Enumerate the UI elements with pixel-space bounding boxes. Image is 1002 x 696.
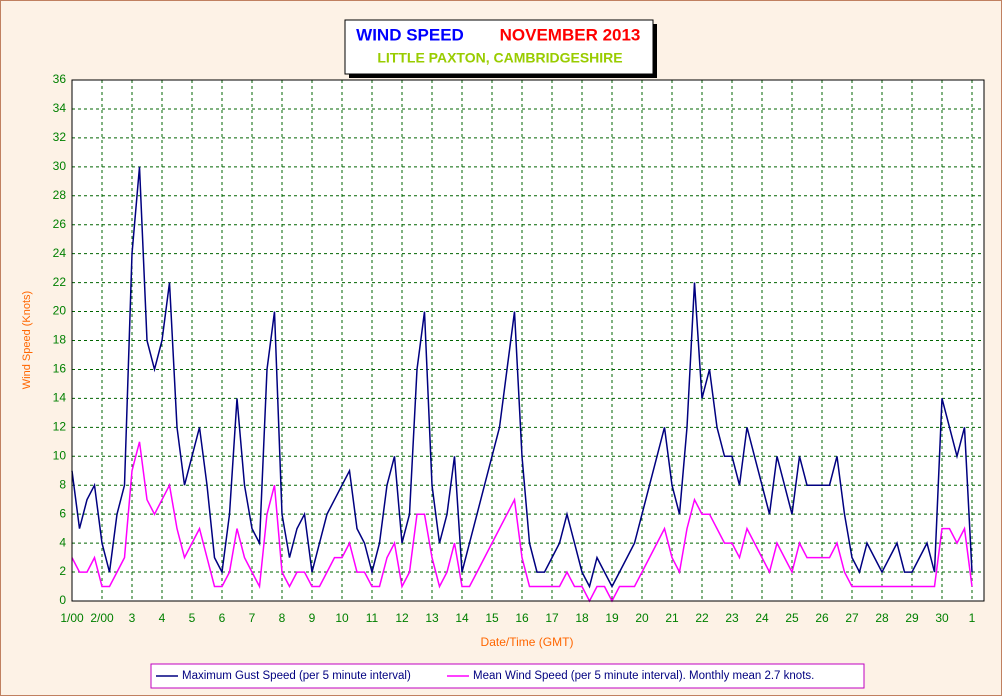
x-tick-label: 8: [279, 611, 286, 625]
y-tick-label: 4: [59, 535, 66, 549]
x-tick-label: 27: [845, 611, 859, 625]
x-tick-label: 9: [309, 611, 316, 625]
y-tick-label: 8: [59, 477, 66, 491]
y-tick-label: 34: [53, 101, 67, 115]
chart-title: WIND SPEED: [356, 25, 464, 44]
y-tick-label: 18: [53, 333, 67, 347]
x-tick-label: 15: [485, 611, 499, 625]
x-tick-label: 13: [425, 611, 439, 625]
x-axis-label: Date/Time (GMT): [481, 635, 574, 649]
x-tick-label: 3: [129, 611, 136, 625]
y-tick-label: 22: [53, 275, 67, 289]
x-tick-label: 16: [515, 611, 529, 625]
x-tick-label: 6: [219, 611, 226, 625]
y-tick-label: 2: [59, 564, 66, 578]
x-tick-label: 26: [815, 611, 829, 625]
x-tick-label: 23: [725, 611, 739, 625]
x-tick-label: 11: [366, 611, 379, 625]
y-tick-label: 36: [53, 72, 67, 86]
y-tick-label: 32: [53, 130, 67, 144]
title-box: [344, 19, 654, 75]
x-tick-label: 19: [605, 611, 619, 625]
x-tick-label: 7: [249, 611, 256, 625]
x-tick-label: 10: [335, 611, 349, 625]
y-tick-label: 26: [53, 217, 67, 231]
y-tick-label: 14: [53, 391, 67, 405]
x-tick-label: 24: [755, 611, 769, 625]
legend-label: Mean Wind Speed (per 5 minute interval).…: [473, 670, 814, 682]
x-tick-label: 20: [635, 611, 649, 625]
y-tick-label: 20: [53, 304, 67, 318]
x-tick-label: 25: [785, 611, 799, 625]
y-tick-label: 30: [53, 159, 67, 173]
x-tick-label: 5: [189, 611, 196, 625]
line-series: [71, 166, 973, 589]
legend-label: Maximum Gust Speed (per 5 minute interva…: [182, 670, 411, 682]
chart-subtitle: LITTLE PAXTON, CAMBRIDGESHIRE: [377, 50, 622, 66]
y-tick-label: 10: [53, 448, 67, 462]
y-tick-label: 12: [53, 420, 67, 434]
y-axis-label: Wind Speed (Knots): [21, 291, 33, 389]
y-tick-label: 28: [53, 188, 67, 202]
x-tick-label: 22: [695, 611, 709, 625]
x-tick-label: 17: [545, 611, 559, 625]
x-tick-label: 30: [935, 611, 949, 625]
chart-title-date: NOVEMBER 2013: [500, 25, 641, 44]
line-series: [71, 441, 973, 603]
x-tick-label: 4: [159, 611, 166, 625]
y-tick-label: 24: [53, 246, 67, 260]
x-tick-label: 1/00: [60, 611, 84, 625]
y-tick-label: 16: [53, 362, 67, 376]
x-tick-label: 1: [969, 611, 976, 625]
x-tick-label: 2/00: [90, 611, 114, 625]
plot-border: [71, 79, 985, 602]
x-tick-label: 12: [395, 611, 409, 625]
x-tick-label: 21: [665, 611, 679, 625]
x-tick-label: 18: [575, 611, 589, 625]
y-tick-label: 6: [59, 506, 66, 520]
x-tick-label: 29: [905, 611, 919, 625]
x-tick-label: 14: [455, 611, 469, 625]
y-tick-label: 0: [59, 593, 66, 607]
legend-box: [150, 663, 865, 689]
x-tick-label: 28: [875, 611, 889, 625]
